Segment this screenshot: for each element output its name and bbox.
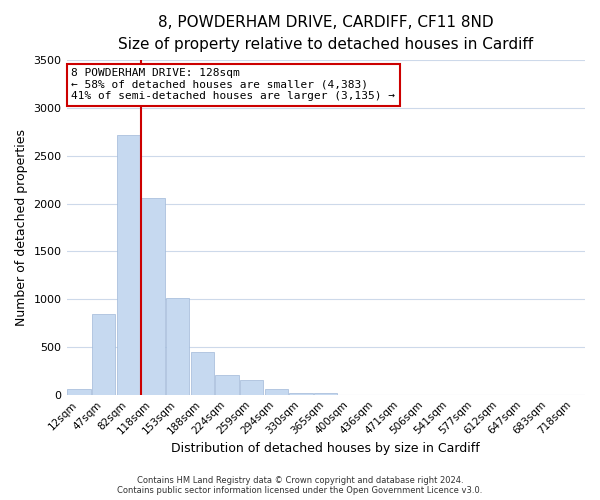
Text: 8 POWDERHAM DRIVE: 128sqm
← 58% of detached houses are smaller (4,383)
41% of se: 8 POWDERHAM DRIVE: 128sqm ← 58% of detac… bbox=[71, 68, 395, 101]
Bar bbox=[215, 375, 239, 394]
Bar bbox=[166, 298, 190, 394]
Bar bbox=[240, 380, 263, 394]
Bar bbox=[191, 352, 214, 395]
Bar bbox=[92, 314, 115, 394]
Text: Contains HM Land Registry data © Crown copyright and database right 2024.
Contai: Contains HM Land Registry data © Crown c… bbox=[118, 476, 482, 495]
Bar bbox=[265, 390, 288, 394]
Bar bbox=[314, 393, 337, 394]
Bar bbox=[116, 135, 140, 394]
Title: 8, POWDERHAM DRIVE, CARDIFF, CF11 8ND
Size of property relative to detached hous: 8, POWDERHAM DRIVE, CARDIFF, CF11 8ND Si… bbox=[118, 15, 533, 52]
Y-axis label: Number of detached properties: Number of detached properties bbox=[15, 129, 28, 326]
Bar bbox=[289, 393, 313, 394]
X-axis label: Distribution of detached houses by size in Cardiff: Distribution of detached houses by size … bbox=[172, 442, 480, 455]
Bar bbox=[67, 390, 91, 394]
Bar bbox=[141, 198, 164, 394]
